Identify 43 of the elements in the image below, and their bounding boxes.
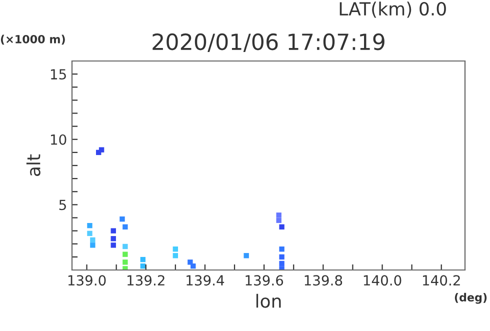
point xyxy=(87,222,92,228)
y-axis-title: alt xyxy=(26,154,40,176)
point xyxy=(140,256,146,262)
point xyxy=(120,216,125,222)
point xyxy=(122,266,128,270)
x-tick-label: 139.8 xyxy=(304,275,342,286)
point xyxy=(279,246,284,252)
point xyxy=(276,212,282,218)
point xyxy=(172,253,178,258)
x-tick-label: 139.2 xyxy=(128,275,164,286)
x-tick-label: 139.4 xyxy=(186,275,224,286)
point xyxy=(110,242,116,248)
text: LAT(km) 0.0 xyxy=(340,2,446,18)
point xyxy=(87,230,92,236)
point xyxy=(90,237,96,243)
y-tick-label: 5 xyxy=(59,200,66,210)
x-tick-label: 139.0 xyxy=(68,275,106,286)
point xyxy=(98,147,104,152)
y-tick-label: 10 xyxy=(50,134,66,145)
text: (×1000 m) xyxy=(0,34,65,45)
text: (deg) xyxy=(454,292,487,304)
chart-title: 2020/01/06 17:07:19 xyxy=(152,33,384,52)
point xyxy=(90,242,96,248)
point xyxy=(122,224,128,230)
point xyxy=(110,236,116,242)
x-axis-title: lon xyxy=(256,294,281,308)
point xyxy=(279,254,284,260)
y-tick-label: 15 xyxy=(50,69,66,80)
x-tick-label: 140.0 xyxy=(364,275,402,286)
x-tick-label: 140.2 xyxy=(423,275,460,286)
point xyxy=(122,252,128,257)
point xyxy=(110,228,116,234)
point xyxy=(122,260,128,265)
point xyxy=(244,253,249,258)
x-tick-label: 139.6 xyxy=(246,275,284,286)
point xyxy=(140,263,146,269)
point xyxy=(279,260,284,266)
point xyxy=(279,266,284,270)
point xyxy=(172,246,178,252)
point xyxy=(279,224,284,230)
point xyxy=(190,263,196,269)
point xyxy=(276,218,282,223)
point xyxy=(122,244,128,250)
